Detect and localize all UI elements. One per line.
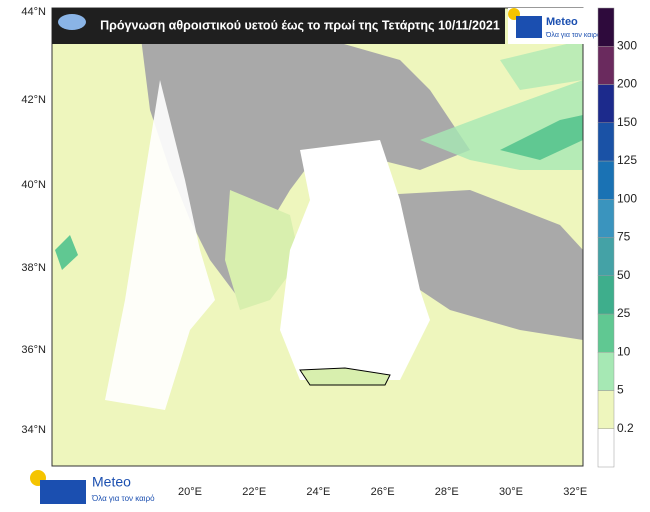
legend-label: 100 [617,191,637,205]
legend-band [597,46,615,85]
land-greece [225,190,300,310]
rain-icon [58,14,86,30]
lon-label: 20°E [178,486,202,498]
legend-band [597,428,615,468]
crete [299,367,391,386]
lat-label: 34°N [21,424,46,436]
lon-label: 28°E [435,486,459,498]
legend-band [597,275,615,315]
logo-brand: Meteo [92,474,131,490]
sea-aegean [280,140,430,380]
lon-label: 22°E [242,486,266,498]
legend-band [597,390,615,429]
logo-m [40,480,86,504]
legend-band [597,237,615,276]
title: Πρόγνωση αθροιστικού υετού έως το πρωί τ… [100,18,500,32]
legend-band [597,352,615,391]
logo-m [516,16,542,38]
logo-slogan: Όλα για τον καιρό [545,31,601,39]
legend-band [597,199,615,238]
lon-label: 32°E [563,486,587,498]
legend-label: 75 [617,230,631,244]
legend-label: 150 [617,115,637,129]
logo-slogan: Όλα για τον καιρό [91,494,155,503]
legend-label: 50 [617,268,631,282]
legend-label: 25 [617,306,631,320]
legend-label: 10 [617,344,631,358]
lon-label: 26°E [371,486,395,498]
legend-label: 0.2 [617,421,634,435]
sea-west [105,80,215,410]
legend-label: 125 [617,153,637,167]
rain-north [500,40,583,90]
lat-label: 40°N [21,179,46,191]
lon-label: 24°E [306,486,330,498]
lat-label: 42°N [21,94,46,106]
legend-label: 300 [617,38,637,52]
legend-band [597,313,615,353]
legend-band [597,7,615,47]
legend-label: 5 [617,383,624,397]
logo-brand: Meteo [546,16,578,28]
lat-label: 36°N [21,344,46,356]
rain-italy [55,235,78,270]
title-bar [52,8,505,44]
legend-band [597,160,615,200]
lat-label: 44°N [21,6,46,18]
rain-heavy [500,115,583,160]
legend-band [597,84,615,123]
map [52,8,583,466]
land-turkey [380,190,583,340]
lat-label: 38°N [21,262,46,274]
legend-band [597,122,615,162]
legend-label: 200 [617,77,637,91]
lon-label: 30°E [499,486,523,498]
